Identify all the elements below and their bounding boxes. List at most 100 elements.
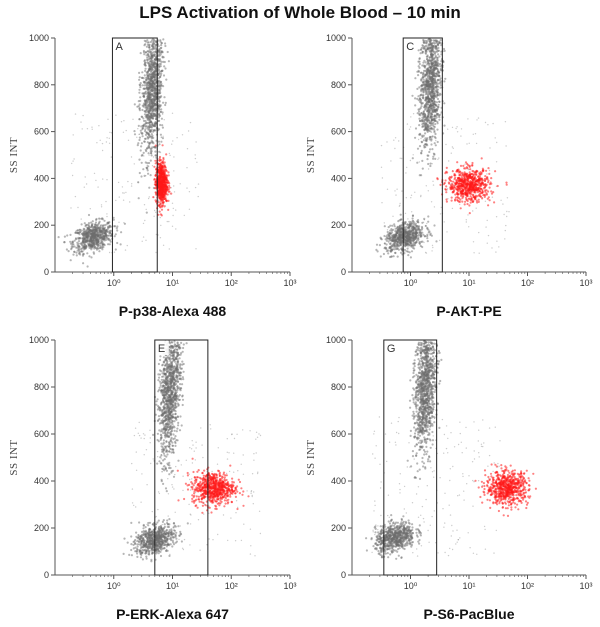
gray-event bbox=[496, 240, 498, 242]
red-event bbox=[471, 161, 474, 165]
gray-event bbox=[149, 40, 152, 44]
red-event bbox=[158, 210, 161, 213]
gray-event bbox=[430, 127, 433, 130]
gray-event bbox=[383, 247, 386, 250]
red-event bbox=[476, 201, 479, 204]
gray-event bbox=[142, 151, 145, 154]
gray-event bbox=[84, 225, 87, 228]
red-event bbox=[165, 187, 168, 190]
gray-event bbox=[171, 143, 173, 145]
gray-event bbox=[153, 66, 156, 69]
gray-event bbox=[150, 93, 153, 96]
gray-event bbox=[421, 64, 424, 67]
gray-event bbox=[67, 250, 70, 253]
gray-event bbox=[157, 114, 160, 117]
gray-event bbox=[434, 52, 437, 55]
gray-event bbox=[108, 243, 111, 246]
red-event bbox=[164, 197, 167, 200]
gray-event bbox=[427, 162, 430, 166]
gray-event bbox=[434, 132, 437, 136]
gray-event bbox=[103, 237, 106, 240]
gray-event bbox=[175, 209, 177, 211]
gray-event bbox=[398, 219, 401, 222]
red-event bbox=[453, 174, 456, 177]
red-event bbox=[464, 167, 467, 170]
gray-event bbox=[429, 232, 432, 235]
gray-event bbox=[434, 74, 437, 77]
gray-event bbox=[164, 42, 167, 45]
gray-event bbox=[133, 163, 135, 165]
y-tick-label: 0 bbox=[44, 267, 49, 277]
gray-event bbox=[76, 232, 79, 235]
gray-event bbox=[118, 196, 121, 198]
gray-event bbox=[69, 259, 72, 262]
gray-event bbox=[468, 226, 470, 228]
gray-event bbox=[121, 186, 124, 188]
red-event bbox=[161, 171, 164, 174]
gray-event bbox=[382, 252, 385, 256]
gray-event bbox=[421, 122, 424, 125]
red-event bbox=[463, 203, 466, 206]
gray-event bbox=[160, 224, 162, 227]
gray-event bbox=[98, 125, 100, 127]
red-event bbox=[165, 153, 168, 156]
gray-event bbox=[142, 117, 145, 120]
gray-event bbox=[390, 237, 393, 240]
gray-event bbox=[151, 48, 154, 51]
gray-event bbox=[146, 113, 149, 117]
gray-event bbox=[116, 229, 119, 232]
gray-event bbox=[172, 140, 174, 142]
figure-title: LPS Activation of Whole Blood – 10 min bbox=[139, 3, 461, 22]
gray-event bbox=[152, 124, 156, 127]
gray-event bbox=[81, 237, 84, 240]
red-event bbox=[490, 177, 493, 180]
gray-event bbox=[140, 175, 143, 178]
gray-event bbox=[143, 84, 146, 87]
gray-event bbox=[411, 211, 413, 213]
gray-event bbox=[438, 116, 441, 119]
gray-event bbox=[114, 233, 117, 236]
gray-event bbox=[160, 72, 163, 75]
gray-event bbox=[148, 154, 150, 156]
gray-event bbox=[505, 224, 507, 227]
gray-event bbox=[85, 235, 88, 238]
gray-event bbox=[164, 67, 167, 70]
gray-event bbox=[419, 133, 422, 136]
gray-event bbox=[144, 90, 147, 93]
gray-event bbox=[396, 240, 399, 243]
red-event bbox=[161, 176, 164, 179]
gray-event bbox=[424, 64, 427, 67]
gray-event bbox=[443, 124, 446, 127]
gray-event bbox=[194, 157, 197, 160]
red-event bbox=[439, 183, 442, 186]
gray-event bbox=[102, 229, 105, 232]
gray-event bbox=[95, 217, 98, 221]
gray-event bbox=[410, 250, 414, 253]
gray-event bbox=[409, 236, 412, 239]
gray-event bbox=[418, 240, 421, 244]
gray-event bbox=[98, 228, 101, 231]
gray-event bbox=[426, 79, 429, 82]
gray-event bbox=[428, 84, 431, 88]
gray-event bbox=[468, 142, 470, 144]
gray-event bbox=[427, 101, 431, 104]
gray-event bbox=[504, 238, 506, 240]
gray-event bbox=[157, 140, 160, 143]
gray-event bbox=[431, 121, 435, 125]
gray-event bbox=[428, 125, 431, 128]
gray-event bbox=[386, 229, 389, 231]
gray-event bbox=[70, 245, 73, 248]
gray-event bbox=[148, 73, 151, 76]
gray-event bbox=[421, 240, 424, 243]
gray-event bbox=[72, 134, 74, 136]
gray-event bbox=[407, 226, 410, 229]
y-tick-label: 600 bbox=[331, 127, 346, 137]
red-event bbox=[159, 199, 162, 202]
gray-event bbox=[147, 95, 150, 98]
gray-event bbox=[70, 207, 72, 209]
gray-event bbox=[427, 88, 430, 91]
gray-event bbox=[90, 244, 93, 248]
red-event bbox=[451, 170, 454, 173]
gray-event bbox=[426, 240, 429, 243]
gray-event bbox=[434, 144, 437, 147]
